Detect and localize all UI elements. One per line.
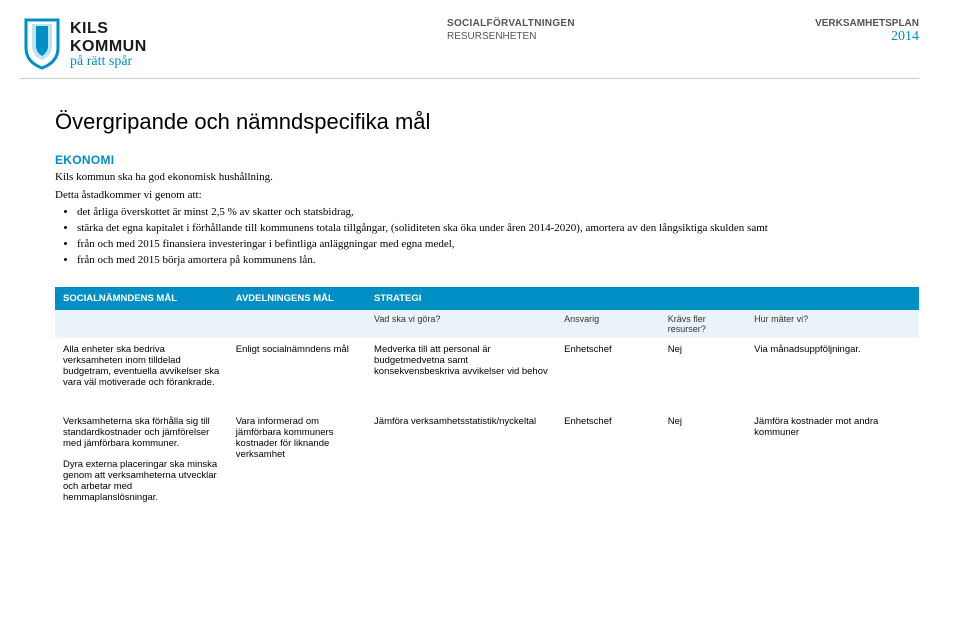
unit-label: RESURSENHETEN bbox=[447, 31, 575, 42]
plan-label: VERKSAMHETSPLAN bbox=[815, 18, 919, 29]
th-dept: AVDELNINGENS MÅL bbox=[228, 287, 366, 310]
logo-block: KILS KOMMUN på rätt spår bbox=[20, 18, 147, 70]
cell-res: Nej bbox=[660, 338, 746, 394]
cell-goal-a: Verksamheterna ska förhålla sig till sta… bbox=[63, 416, 220, 449]
strategy-table: SOCIALNÄMNDENS MÅL AVDELNINGENS MÅL STRA… bbox=[55, 287, 919, 509]
th-goal: SOCIALNÄMNDENS MÅL bbox=[55, 287, 228, 310]
plan-year: 2014 bbox=[815, 29, 919, 45]
bullet-list: det årliga överskottet är minst 2,5 % av… bbox=[55, 205, 919, 269]
cell-what: Jämföra verksamhetsstatistik/nyckeltal bbox=[366, 410, 556, 509]
logo-tagline: på rätt spår bbox=[70, 54, 147, 70]
sub-resp: Ansvarig bbox=[556, 310, 660, 338]
table-head: SOCIALNÄMNDENS MÅL AVDELNINGENS MÅL STRA… bbox=[55, 287, 919, 310]
cell-resp: Enhetschef bbox=[556, 338, 660, 394]
th-strategy: STRATEGI bbox=[366, 287, 919, 310]
table-row: Verksamheterna ska förhålla sig till sta… bbox=[55, 410, 919, 509]
kils-logo-icon bbox=[20, 18, 64, 70]
bullet-item: stärka det egna kapitalet i förhållande … bbox=[77, 221, 919, 237]
page-header: KILS KOMMUN på rätt spår SOCIALFÖRVALTNI… bbox=[0, 0, 959, 78]
cell-goal: Alla enheter ska bedriva verksamheten in… bbox=[55, 338, 228, 394]
intro-text: Kils kommun ska ha god ekonomisk hushåll… bbox=[55, 171, 919, 183]
cell-goal: Verksamheterna ska förhålla sig till sta… bbox=[55, 410, 228, 509]
bullet-item: det årliga överskottet är minst 2,5 % av… bbox=[77, 205, 919, 221]
sub-res: Krävs fler resurser? bbox=[660, 310, 746, 338]
sub-how: Hur mäter vi? bbox=[746, 310, 919, 338]
cell-dept: Enligt socialnämndens mål bbox=[228, 338, 366, 394]
page-title: Övergripande och nämndspecifika mål bbox=[55, 109, 919, 135]
mid-header: SOCIALFÖRVALTNINGEN RESURSENHETEN bbox=[447, 18, 575, 42]
cell-dept: Vara informerad om jämförbara kommuners … bbox=[228, 410, 366, 509]
right-header: VERKSAMHETSPLAN 2014 bbox=[815, 18, 919, 45]
cell-what: Medverka till att personal är budgetmedv… bbox=[366, 338, 556, 394]
sub-what: Vad ska vi göra? bbox=[366, 310, 556, 338]
bullet-item: från och med 2015 finansiera investering… bbox=[77, 237, 919, 253]
table-gap bbox=[55, 394, 919, 410]
table-subhead: Vad ska vi göra? Ansvarig Krävs fler res… bbox=[55, 310, 919, 338]
logo-line1: KILS bbox=[70, 20, 147, 38]
cell-resp: Enhetschef bbox=[556, 410, 660, 509]
table-row: Alla enheter ska bedriva verksamheten in… bbox=[55, 338, 919, 394]
cell-goal-b: Dyra externa placeringar ska minska geno… bbox=[63, 459, 220, 503]
cell-how: Via månadsuppföljningar. bbox=[746, 338, 919, 394]
cell-how: Jämföra kostnader mot andra kommuner bbox=[746, 410, 919, 509]
department-label: SOCIALFÖRVALTNINGEN bbox=[447, 18, 575, 29]
subintro-text: Detta åstadkommer vi genom att: bbox=[55, 189, 919, 201]
cell-res: Nej bbox=[660, 410, 746, 509]
logo-text: KILS KOMMUN på rätt spår bbox=[70, 20, 147, 70]
section-heading: EKONOMI bbox=[55, 153, 919, 167]
bullet-item: från och med 2015 börja amortera på komm… bbox=[77, 253, 919, 269]
content: Övergripande och nämndspecifika mål EKON… bbox=[0, 79, 959, 509]
